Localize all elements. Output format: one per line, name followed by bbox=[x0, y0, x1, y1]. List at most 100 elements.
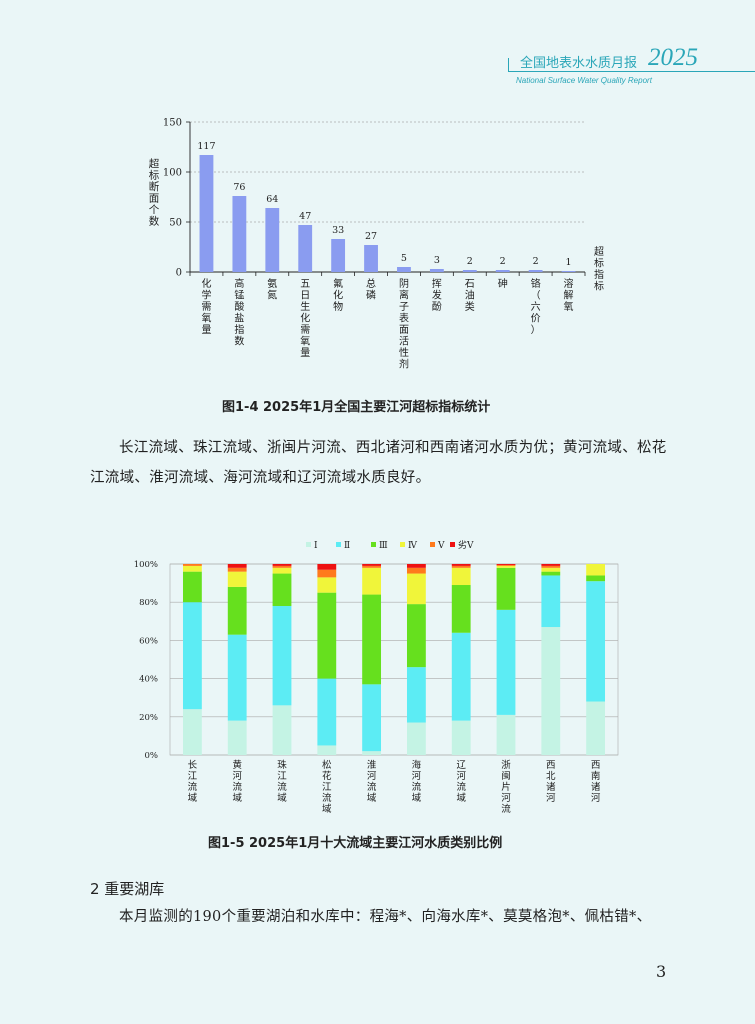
chart2-bar-segment bbox=[272, 567, 292, 574]
chart1-labels: 050100150117化学需氧量76高锰酸盐指数64氨氮47五日生化需氧量33… bbox=[149, 118, 604, 371]
chart2-bars bbox=[182, 564, 606, 755]
chart2-bar-segment bbox=[496, 565, 516, 568]
chart2-bar-segment bbox=[541, 627, 561, 755]
chart2-category-label: 松花江流域 bbox=[322, 759, 332, 815]
chart2-bar-segment bbox=[496, 609, 516, 715]
chart2-legend-label: Ⅳ bbox=[408, 541, 418, 551]
report-title: 全国地表水水质月报 bbox=[520, 56, 638, 71]
chart2-bar-segment bbox=[227, 564, 247, 568]
chart2-bar-segment bbox=[182, 565, 202, 572]
figure1-caption: 图1-4 2025年1月全国主要江河超标指标统计 bbox=[222, 400, 491, 415]
chart1-category-label: 化学需氧量 bbox=[201, 277, 211, 336]
chart2-bar-segment bbox=[451, 585, 471, 633]
chart2-category-label: 西南诸河 bbox=[591, 760, 601, 804]
chart1-category-label: 氨氮 bbox=[267, 277, 277, 302]
chart2-category-label: 西北诸河 bbox=[546, 760, 556, 804]
header-rule bbox=[508, 71, 755, 72]
chart1-ytick-label: 50 bbox=[169, 218, 182, 229]
chart2-bar-segment bbox=[451, 567, 471, 586]
chart2-bar-segment bbox=[182, 571, 202, 603]
chart2-ytick-label: 60% bbox=[139, 636, 158, 646]
chart2-legend-label: Ⅱ bbox=[344, 541, 350, 551]
chart2-bar-segment bbox=[317, 564, 337, 570]
chart2-legend-label: Ⅰ bbox=[314, 541, 318, 551]
chart1-category-label: 阴离子表面活性剂 bbox=[399, 278, 409, 371]
chart2-bar-segment bbox=[586, 581, 606, 702]
chart2-bar-segment bbox=[317, 569, 337, 578]
chart2-bar-segment bbox=[272, 606, 292, 706]
chart1-data-label: 76 bbox=[233, 182, 245, 193]
basin-quality-stacked-chart: Ⅰ Ⅱ Ⅲ Ⅳ Ⅴ 劣Ⅴ 0% 20% 40% 60% 80% 100% 长江流域 黄河流域 珠江流域 松花… bbox=[134, 539, 619, 815]
chart1-bar bbox=[364, 245, 378, 272]
chart2-bar-segment bbox=[317, 678, 337, 746]
chart2-bar-segment bbox=[451, 564, 471, 566]
chart1-ylabel: 超标断面个数 bbox=[149, 157, 160, 228]
chart1-category-label: 高锰酸盐指数 bbox=[234, 277, 244, 348]
chart2-bar-segment bbox=[586, 575, 606, 582]
chart2-bar-segment bbox=[541, 564, 561, 566]
chart1-bar bbox=[298, 225, 313, 272]
chart1-ytick-label: 150 bbox=[163, 118, 182, 129]
chart2-bar-segment bbox=[406, 573, 426, 605]
section-paragraph: 本月监测的190个重要湖泊和水库中：程海*、向海水库*、莫莫格泡*、佩枯错*、 bbox=[119, 909, 652, 925]
chart2-bar-segment bbox=[182, 602, 202, 710]
chart2-bar-segment bbox=[496, 714, 516, 755]
chart2-legend: Ⅰ Ⅱ Ⅲ Ⅳ Ⅴ 劣Ⅴ bbox=[306, 539, 474, 551]
chart2-category-label: 浙闽片河流 bbox=[501, 759, 511, 815]
chart1-xlabel: 超标指标 bbox=[594, 245, 604, 293]
chart1-data-label: 47 bbox=[299, 211, 311, 222]
chart2-bar-segment bbox=[586, 564, 606, 576]
chart1-data-label: 27 bbox=[365, 231, 377, 242]
chart1-data-label: 1 bbox=[566, 257, 572, 268]
header-divider-tick bbox=[508, 58, 509, 72]
chart1-category-label: 五日生化需氧量 bbox=[300, 279, 310, 359]
chart2-bar-segment bbox=[272, 705, 292, 755]
chart1-category-label: 溶解氧 bbox=[564, 277, 574, 313]
chart2-bar-segment bbox=[541, 571, 561, 576]
chart1-category-label: 铬（六价） bbox=[531, 277, 541, 336]
chart2-bar-segment bbox=[406, 722, 426, 755]
chart2-bar-segment bbox=[451, 565, 471, 568]
chart1-bar bbox=[199, 155, 214, 272]
chart2-bar-segment bbox=[362, 567, 382, 595]
chart1-data-label: 2 bbox=[500, 256, 506, 267]
chart2-category-label: 珠江流域 bbox=[277, 759, 287, 804]
chart2-legend-swatch bbox=[336, 542, 341, 547]
chart1-bar bbox=[331, 239, 346, 272]
chart2-bar-segment bbox=[362, 594, 382, 685]
chart1-bar bbox=[462, 270, 477, 272]
chart2-legend-swatch bbox=[450, 542, 455, 547]
chart2-bar-segment bbox=[272, 564, 292, 566]
report-subtitle: National Surface Water Quality Report bbox=[516, 76, 652, 85]
report-year: 2025 bbox=[648, 44, 698, 71]
chart2-bar-segment bbox=[362, 751, 382, 755]
chart2-bar-segment bbox=[182, 564, 202, 566]
chart2-bar-segment bbox=[541, 575, 561, 628]
chart1-category-label: 石油类 bbox=[465, 279, 475, 313]
chart2-bar-segment bbox=[317, 592, 337, 679]
chart1-data-label: 117 bbox=[197, 141, 215, 152]
chart1-axes bbox=[186, 121, 586, 276]
chart2-bar-segment bbox=[227, 720, 247, 755]
page-number: 3 bbox=[656, 962, 667, 981]
chart2-ytick-label: 100% bbox=[134, 560, 158, 570]
chart2-bar-segment bbox=[227, 634, 247, 721]
exceedance-bar-chart: 050100150117化学需氧量76高锰酸盐指数64氨氮47五日生化需氧量33… bbox=[149, 118, 604, 371]
chart2-category-label: 长江流域 bbox=[188, 759, 198, 804]
chart2-bar-segment bbox=[317, 745, 337, 755]
chart2-bar-segment bbox=[451, 720, 471, 755]
chart2-bar-segment bbox=[227, 586, 247, 635]
chart1-data-label: 64 bbox=[266, 194, 278, 205]
chart2-category-label: 辽河流域 bbox=[456, 759, 466, 804]
chart2-legend-swatch bbox=[306, 542, 311, 547]
chart2-legend-swatch bbox=[430, 542, 435, 547]
chart2-bar-segment bbox=[362, 565, 382, 568]
chart2-bar-segment bbox=[541, 565, 561, 568]
chart2-ytick-label: 40% bbox=[139, 675, 158, 685]
chart1-bar bbox=[232, 196, 247, 272]
chart2-bar-segment bbox=[272, 573, 292, 607]
chart1-category-label: 挥发酚 bbox=[432, 277, 442, 313]
chart2-ytick-label: 0% bbox=[145, 751, 159, 761]
chart2-bar-segment bbox=[227, 567, 247, 572]
chart1-data-label: 33 bbox=[332, 225, 344, 236]
